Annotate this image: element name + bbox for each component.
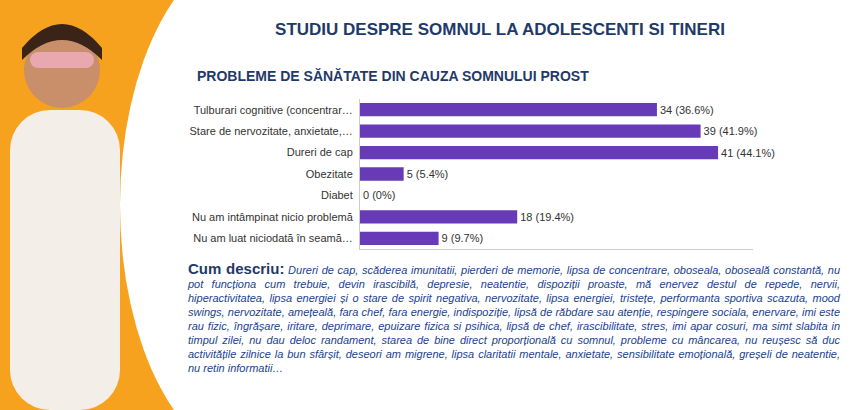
svg-text:0 (0%): 0 (0%): [363, 189, 395, 201]
html-text:Cum descriu: Dureri de cap, sc: Cum descriu: Dureri de cap, scăderea imu…: [188, 260, 840, 374]
svg-text:Dureri de cap: Dureri de cap: [287, 146, 353, 158]
svg-text:41 (44.1%): 41 (44.1%): [721, 147, 775, 159]
html-text:PROBLEME DE SĂNĂTATE DIN CAUZA: PROBLEME DE SĂNĂTATE DIN CAUZA SOMNULUI …: [197, 68, 589, 84]
svg-text:9 (9.7%): 9 (9.7%): [442, 232, 484, 244]
svg-text:39 (41.9%): 39 (41.9%): [704, 125, 758, 137]
svg-text:5 (5.4%): 5 (5.4%): [407, 168, 449, 180]
svg-text:Obezitate: Obezitate: [306, 168, 353, 180]
svg-text:Nu am luat niciodată în seamă…: Nu am luat niciodată în seamă…: [193, 232, 353, 244]
svg-text:34 (36.6%): 34 (36.6%): [660, 104, 714, 116]
svg-text:Tulburari cognitive (concentra: Tulburari cognitive (concentrar…: [194, 104, 353, 116]
svg-text:18 (19.4%): 18 (19.4%): [520, 211, 574, 223]
svg-text:Diabet: Diabet: [321, 189, 353, 201]
svg-text:Stare de nervozitate, anxietat: Stare de nervozitate, anxietate,…: [190, 125, 353, 137]
svg-text:Nu am intâmpinat nicio problem: Nu am intâmpinat nicio problemă: [192, 211, 354, 223]
html-text:STUDIU DESPRE SOMNUL LA ADOLES: STUDIU DESPRE SOMNUL LA ADOLESCENTI SI T…: [275, 20, 725, 39]
